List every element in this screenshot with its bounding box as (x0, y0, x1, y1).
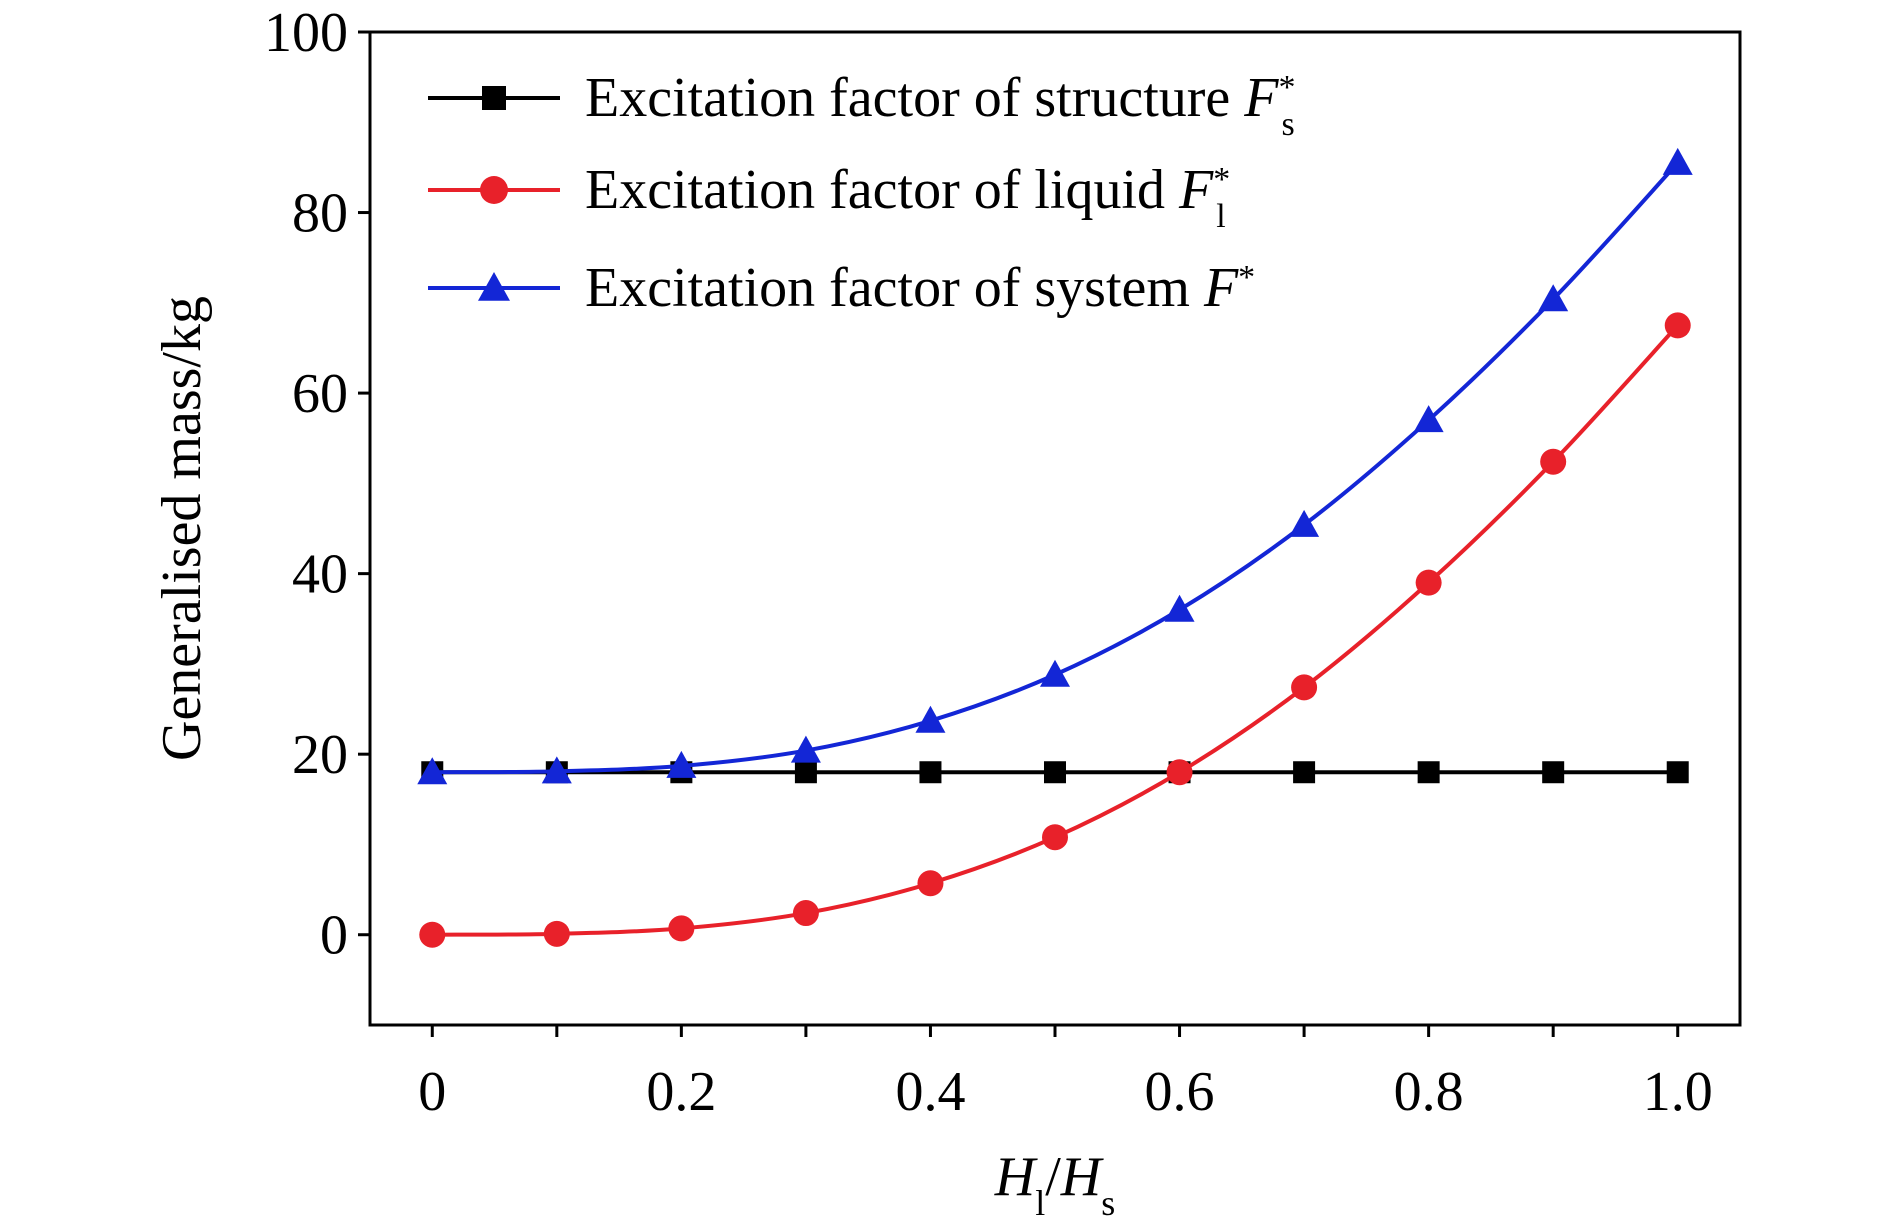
data-point (1666, 761, 1689, 784)
data-point (1664, 312, 1691, 339)
x-tick-label: 0.4 (895, 1061, 965, 1123)
data-point (543, 920, 570, 947)
legend-label: Excitation factor of system F* (585, 257, 1255, 319)
y-tick-label: 0 (320, 905, 348, 967)
legend-marker (482, 86, 506, 110)
data-point (1164, 594, 1195, 622)
data-point (668, 915, 695, 942)
data-point (1293, 761, 1316, 784)
legend-marker (478, 272, 510, 301)
data-point (1166, 759, 1193, 786)
y-tick-label: 80 (292, 183, 348, 245)
legend-item: Excitation factor of liquid F* l (428, 159, 1230, 235)
y-tick-label: 60 (292, 363, 348, 425)
y-tick-label: 40 (292, 544, 348, 606)
data-point (1044, 761, 1066, 784)
data-point (915, 705, 946, 733)
data-point (1662, 147, 1693, 175)
legend-label: Excitation factor of liquid F* l (585, 159, 1230, 235)
data-point (1042, 824, 1068, 851)
x-tick-label: 0.6 (1145, 1061, 1215, 1123)
x-tick-label: 0.8 (1394, 1061, 1464, 1123)
data-point (1040, 659, 1070, 687)
y-tick-label: 20 (292, 724, 348, 786)
series-2 (417, 147, 1693, 785)
data-point (1540, 448, 1567, 475)
data-point (792, 900, 819, 927)
legend-marker (480, 176, 508, 204)
data-point (1291, 674, 1318, 701)
legend-item: Excitation factor of structure F* s (428, 67, 1296, 143)
data-point (417, 757, 448, 785)
x-tick-label: 0 (418, 1061, 446, 1123)
data-point (917, 870, 944, 897)
data-point (541, 756, 572, 784)
y-axis-ticks: 0 20 40 60 80 100 (264, 2, 370, 967)
series-1 (419, 312, 1691, 948)
data-point (790, 735, 821, 763)
data-point (1542, 761, 1565, 784)
series-line (432, 161, 1680, 775)
data-point (666, 750, 697, 778)
x-axis-ticks: 0 0.2 0.4 0.6 0.8 1.0 (418, 1025, 1713, 1123)
legend-item: Excitation factor of system F* (428, 257, 1255, 319)
data-point (1289, 509, 1320, 537)
data-point (419, 921, 446, 948)
data-point (919, 761, 942, 784)
x-axis-label: Hl/Hs (994, 1146, 1116, 1223)
y-tick-label: 100 (264, 2, 348, 64)
x-tick-label: 0.2 (646, 1061, 716, 1123)
data-point (1417, 761, 1440, 784)
data-point (1413, 405, 1444, 433)
series-line (432, 324, 1680, 937)
x-tick-label: 1.0 (1643, 1061, 1713, 1123)
series-0 (421, 761, 1689, 784)
legend: Excitation factor of structure F* s Excita… (428, 67, 1296, 319)
data-point (794, 761, 817, 784)
data-point (1415, 569, 1442, 596)
data-point (1538, 284, 1569, 312)
legend-label: Excitation factor of structure F* s (585, 67, 1296, 143)
plot-area (417, 147, 1693, 948)
y-axis-label: Generalised mass/kg (151, 296, 213, 761)
